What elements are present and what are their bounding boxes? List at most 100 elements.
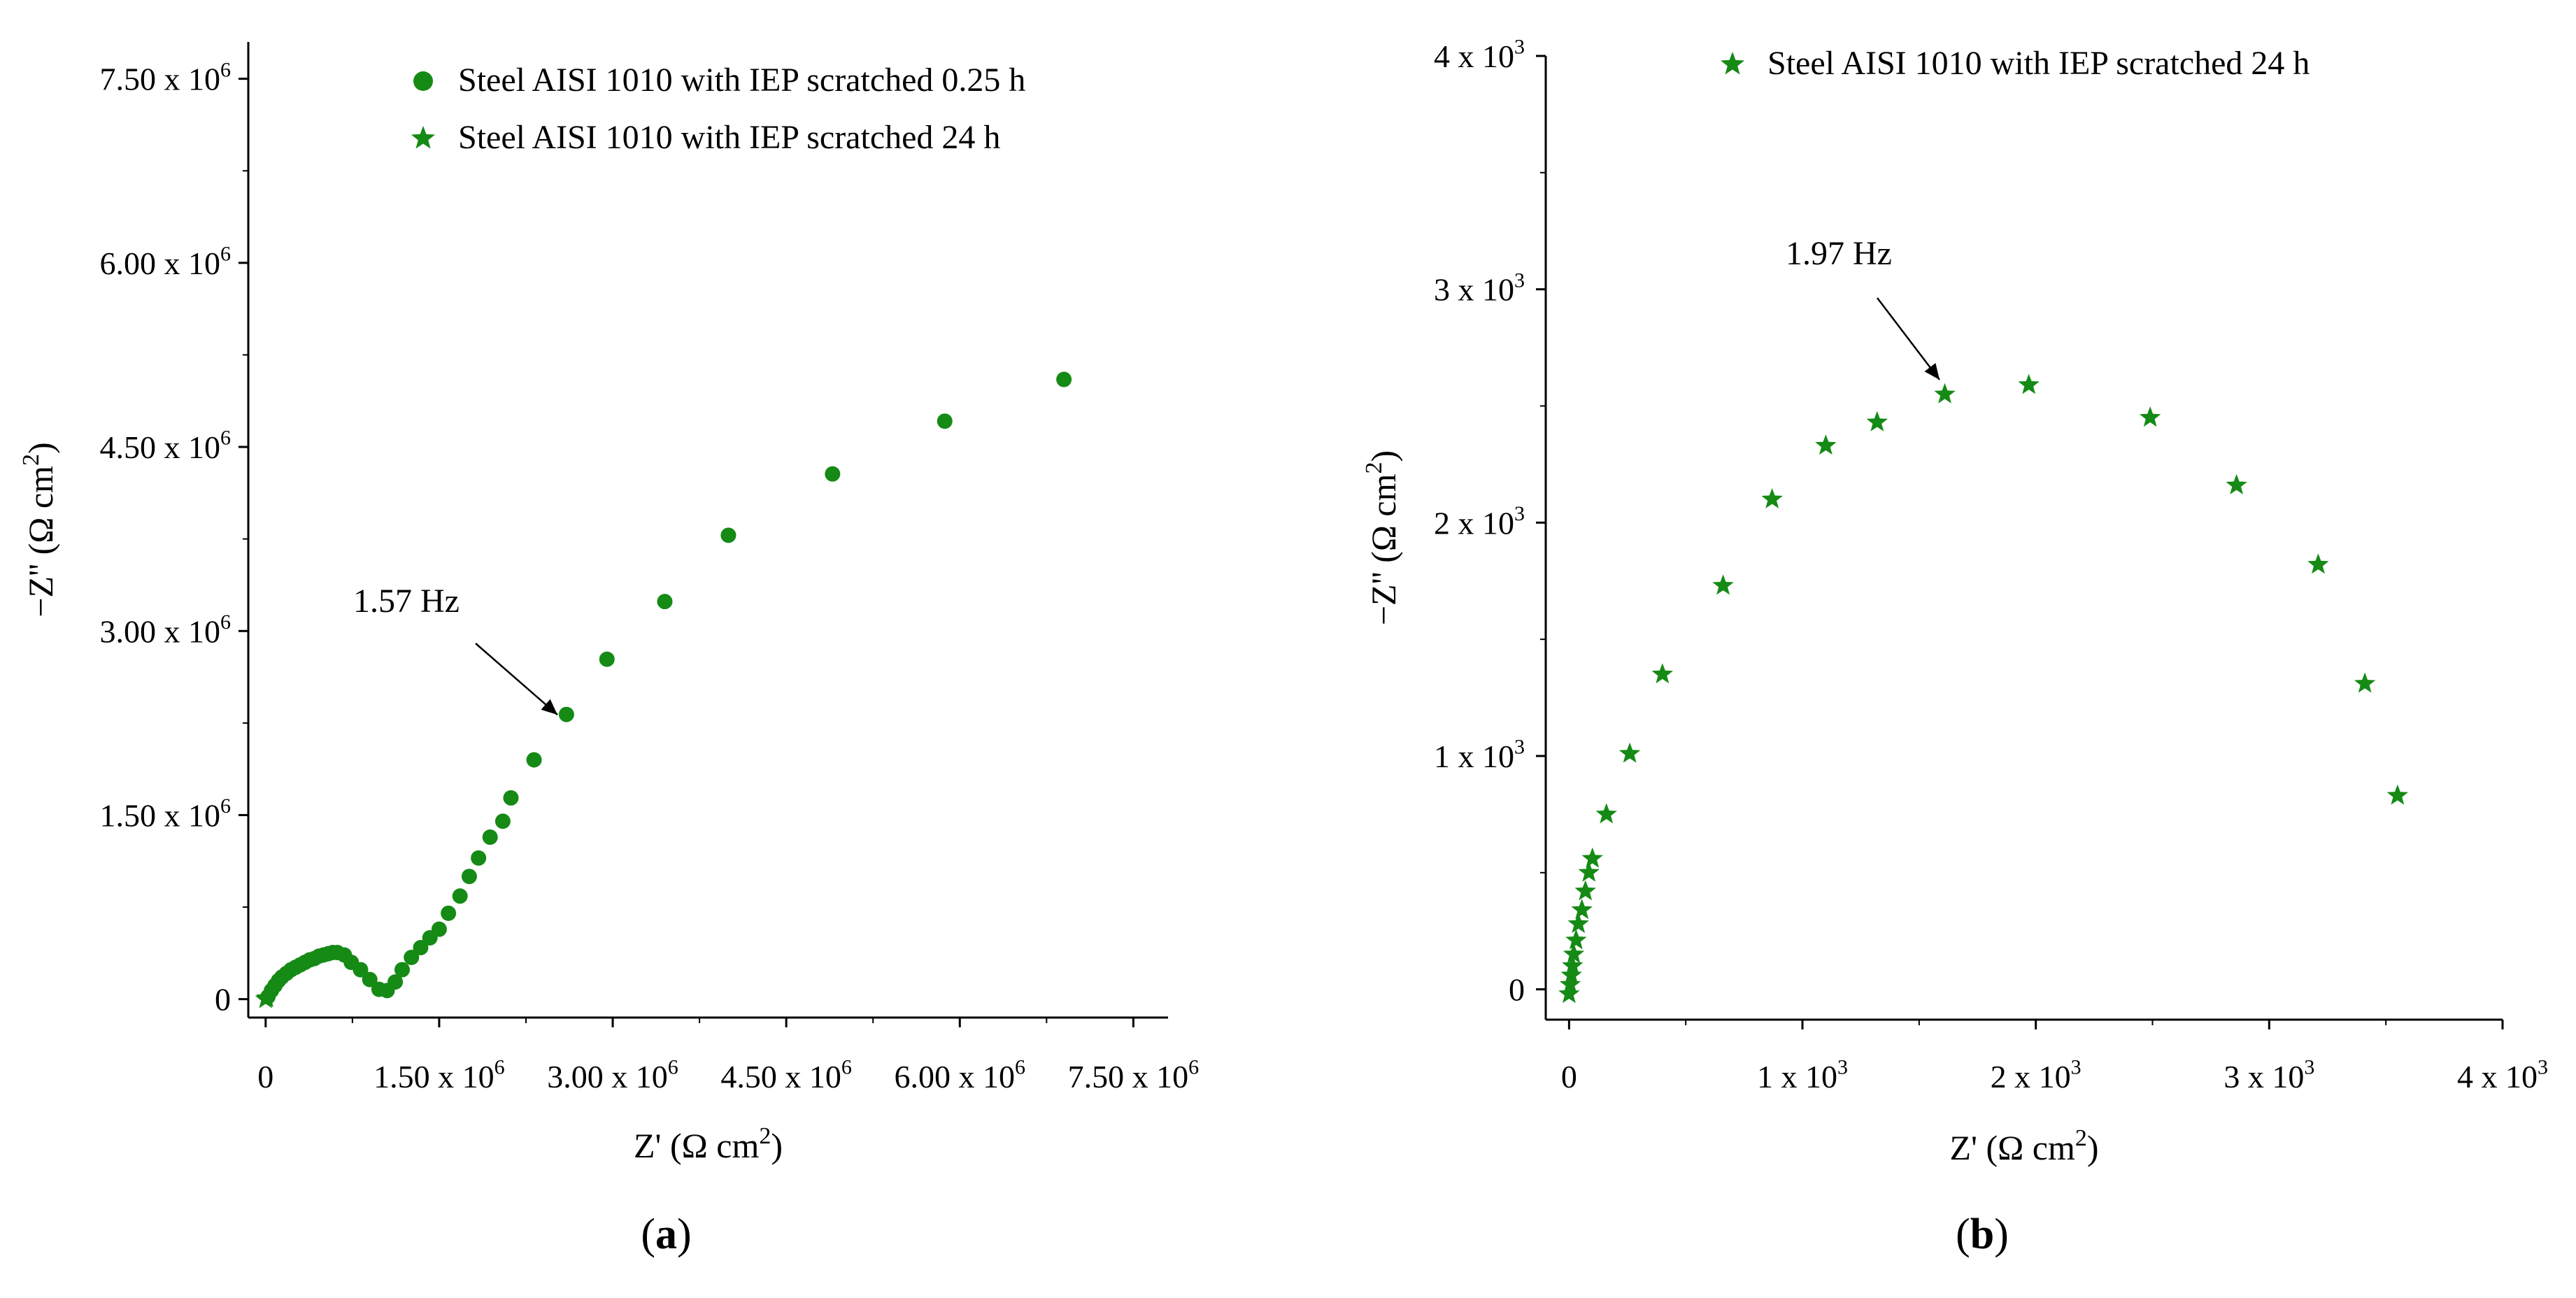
- y-tick-label: 1 x 103: [1434, 736, 1525, 774]
- data-point: [1815, 434, 1837, 455]
- data-point: [256, 986, 278, 1007]
- x-tick-label: 3 x 103: [2223, 1056, 2314, 1094]
- panel-label-part: a: [655, 1211, 677, 1258]
- y-tick-label: 0: [215, 982, 231, 1018]
- y-tick-label-mantissa: 2 x 10: [1434, 505, 1514, 541]
- y-axis-label-part: −Z'' (Ω cm: [21, 466, 60, 618]
- y-tick-label-mantissa: 0: [1509, 972, 1525, 1008]
- data-point: [1560, 964, 1582, 985]
- data-point: [1712, 574, 1734, 595]
- y-tick-label-exponent: 6: [220, 243, 231, 266]
- y-tick-label: 2 x 103: [1434, 502, 1525, 541]
- data-point: [431, 921, 447, 937]
- data-point: [558, 706, 574, 722]
- x-tick-label: 0: [1561, 1059, 1577, 1094]
- x-tick-label: 1.50 x 106: [373, 1056, 505, 1094]
- y-axis-label-part: −Z'' (Ω cm: [1364, 473, 1403, 625]
- y-tick-label: 4.50 x 106: [100, 427, 232, 465]
- y-axis-label-part: ): [1364, 450, 1403, 462]
- legend-marker: [413, 71, 433, 91]
- data-point: [2018, 373, 2040, 394]
- data-point: [1618, 742, 1641, 763]
- data-point: [452, 888, 468, 904]
- x-tick-label: 4.50 x 106: [720, 1056, 852, 1094]
- data-point: [494, 813, 511, 829]
- data-point: [1563, 943, 1585, 964]
- x-tick-label: 7.50 x 106: [1068, 1056, 1200, 1094]
- x-tick-label-mantissa: 4.50 x 10: [720, 1059, 841, 1094]
- data-point: [526, 752, 542, 768]
- frequency-annotation: 1.97 Hz: [1786, 235, 1892, 272]
- x-tick-label-mantissa: 7.50 x 10: [1068, 1059, 1189, 1094]
- data-point: [2354, 672, 2376, 693]
- data-point: [1581, 847, 1603, 868]
- y-axis-label-part: 2: [18, 454, 44, 466]
- annotation-arrow: [475, 643, 558, 715]
- data-point: [1571, 899, 1593, 920]
- data-point: [353, 962, 369, 978]
- data-point: [413, 939, 429, 955]
- y-tick-label: 3.00 x 106: [100, 611, 232, 649]
- data-point: [471, 850, 487, 866]
- data-point: [1559, 973, 1581, 994]
- x-tick-label-exponent: 3: [1837, 1056, 1848, 1079]
- annotation-arrow: [1877, 297, 1940, 380]
- x-axis-label: Z' (Ω cm2): [634, 1123, 783, 1165]
- y-tick-label-mantissa: 6.00 x 10: [100, 245, 221, 281]
- x-tick-label: 3.00 x 106: [547, 1056, 678, 1094]
- x-tick-label: 1 x 103: [1757, 1056, 1848, 1094]
- y-axis-label: −Z'' (Ω cm2): [1361, 450, 1403, 625]
- x-tick-label-exponent: 6: [494, 1056, 505, 1079]
- data-point: [461, 869, 477, 885]
- x-axis-label-part: ): [2087, 1128, 2099, 1167]
- x-tick-label-exponent: 6: [1015, 1056, 1025, 1079]
- x-tick-label-mantissa: 1 x 10: [1757, 1059, 1837, 1094]
- panel-label-part: (: [641, 1211, 655, 1258]
- data-point: [1056, 371, 1072, 387]
- y-tick-label-exponent: 6: [220, 611, 231, 634]
- data-point: [657, 594, 673, 610]
- data-point: [2307, 553, 2329, 574]
- x-tick-label-exponent: 3: [2304, 1056, 2314, 1079]
- panel-label-part: b: [1970, 1211, 1994, 1258]
- data-point: [1578, 861, 1600, 882]
- y-tick-label-mantissa: 3 x 10: [1434, 272, 1514, 308]
- x-tick-label: 4 x 103: [2457, 1056, 2548, 1094]
- y-tick-label-exponent: 6: [220, 427, 231, 450]
- x-tick-label-mantissa: 1.50 x 10: [373, 1059, 494, 1094]
- data-point: [1866, 411, 1888, 432]
- y-tick-label-mantissa: 3.00 x 10: [100, 613, 221, 649]
- panel-label-part: (: [1956, 1211, 1970, 1258]
- data-point: [441, 905, 457, 921]
- x-tick-label: 6.00 x 106: [895, 1056, 1026, 1094]
- data-point: [1934, 383, 1956, 404]
- x-axis-label-part: Z' (Ω cm: [1949, 1128, 2075, 1167]
- x-tick-label-exponent: 6: [841, 1056, 852, 1079]
- data-point: [1761, 487, 1783, 508]
- panel-label-part: ): [677, 1211, 692, 1258]
- data-point: [1595, 803, 1617, 824]
- y-tick-label: 7.50 x 106: [100, 58, 232, 97]
- panel-label: (b): [1956, 1211, 2009, 1258]
- data-point: [599, 651, 615, 667]
- x-tick-label-mantissa: 4 x 10: [2457, 1059, 2538, 1094]
- y-tick-label-exponent: 3: [1514, 502, 1525, 525]
- data-point: [1567, 913, 1589, 934]
- y-tick-label-mantissa: 0: [215, 982, 231, 1018]
- x-tick-label-exponent: 6: [1188, 1056, 1199, 1079]
- y-tick-label-mantissa: 4.50 x 10: [100, 429, 221, 465]
- y-tick-label-exponent: 3: [1514, 269, 1525, 292]
- data-point: [503, 790, 519, 806]
- y-tick-label: 1.50 x 106: [100, 794, 232, 833]
- y-tick-label-mantissa: 4 x 10: [1434, 38, 1514, 74]
- x-tick-label: 2 x 103: [1991, 1056, 2082, 1094]
- y-tick-label-exponent: 6: [220, 794, 231, 818]
- x-tick-label-mantissa: 6.00 x 10: [895, 1059, 1016, 1094]
- data-point: [937, 413, 953, 429]
- panel-label-part: ): [1994, 1211, 2009, 1258]
- x-tick-label-exponent: 3: [2071, 1056, 2082, 1079]
- data-point: [720, 527, 736, 543]
- y-tick-label: 4 x 103: [1434, 36, 1525, 74]
- data-point: [362, 971, 378, 987]
